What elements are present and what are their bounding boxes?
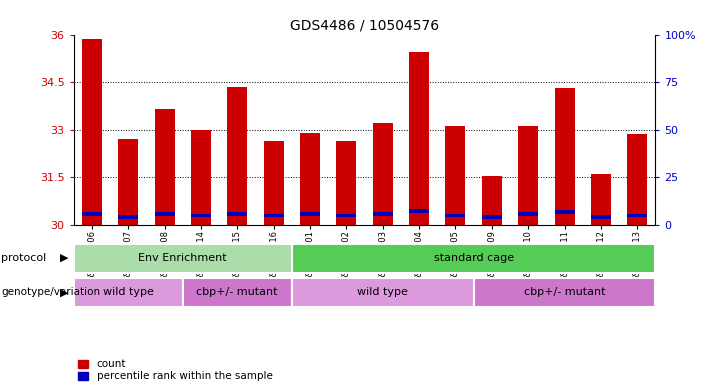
Text: wild type: wild type (358, 287, 408, 297)
Bar (74, 243, 292, 273)
Bar (264, 141, 284, 225)
Bar (154, 212, 175, 216)
Bar (373, 123, 393, 225)
Bar (227, 212, 247, 216)
Bar (627, 214, 647, 217)
Bar (183, 278, 292, 308)
Title: GDS4486 / 10504576: GDS4486 / 10504576 (290, 18, 439, 32)
Text: standard cage: standard cage (433, 253, 514, 263)
Text: cbp+/- mutant: cbp+/- mutant (524, 287, 605, 297)
Bar (118, 139, 138, 225)
Bar (554, 88, 575, 225)
Bar (409, 209, 429, 213)
Bar (482, 175, 502, 225)
Text: Env Enrichment: Env Enrichment (138, 253, 227, 263)
Bar (591, 174, 611, 225)
Bar (445, 126, 465, 225)
Bar (518, 126, 538, 225)
Bar (627, 134, 647, 225)
Bar (74, 278, 183, 308)
Bar (191, 214, 211, 217)
Bar (82, 39, 102, 225)
Bar (292, 243, 655, 273)
Text: ▶: ▶ (60, 287, 69, 297)
Bar (336, 141, 356, 225)
Text: cbp+/- mutant: cbp+/- mutant (196, 287, 278, 297)
Bar (118, 215, 138, 219)
Bar (554, 210, 575, 214)
Bar (336, 214, 356, 217)
Bar (482, 215, 502, 219)
Text: ▶: ▶ (60, 253, 69, 263)
Bar (82, 212, 102, 216)
Bar (518, 212, 538, 216)
Bar (591, 215, 611, 219)
Bar (292, 278, 474, 308)
Bar (300, 133, 320, 225)
Bar (474, 278, 655, 308)
Bar (154, 109, 175, 225)
Bar (445, 214, 465, 217)
Bar (300, 212, 320, 216)
Bar (264, 214, 284, 217)
Text: wild type: wild type (103, 287, 154, 297)
Text: genotype/variation: genotype/variation (1, 287, 100, 297)
Bar (409, 52, 429, 225)
Bar (191, 130, 211, 225)
Text: protocol: protocol (1, 253, 47, 263)
Legend: count, percentile rank within the sample: count, percentile rank within the sample (74, 355, 277, 384)
Bar (227, 87, 247, 225)
Bar (373, 212, 393, 216)
